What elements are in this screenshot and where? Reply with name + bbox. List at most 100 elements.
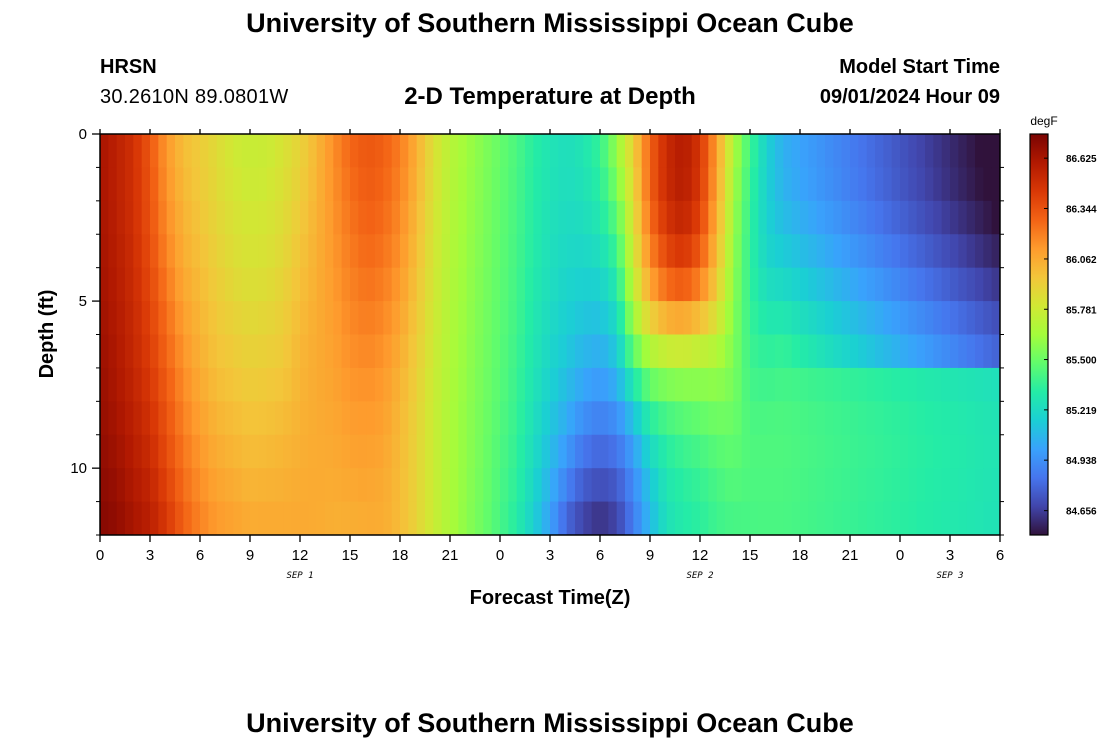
heatmap-cell [416, 167, 426, 202]
heatmap-cell [758, 434, 768, 469]
heatmap-cell [700, 501, 709, 535]
heatmap-cell [383, 200, 393, 235]
heatmap-cell [858, 401, 868, 436]
heatmap-cell [325, 234, 334, 269]
heatmap-cell [975, 401, 984, 436]
heatmap-cell [141, 334, 151, 369]
heatmap-cell [300, 267, 309, 302]
heatmap-cell [675, 501, 684, 535]
heatmap-cell [316, 501, 326, 535]
heatmap-cell [266, 367, 276, 402]
heatmap-cell [466, 334, 476, 369]
heatmap-cell [975, 167, 984, 202]
heatmap-cell [383, 334, 393, 369]
heatmap-cell [808, 267, 818, 302]
heatmap-cell [175, 167, 184, 202]
heatmap-cell [400, 267, 409, 302]
heatmap-cell [208, 267, 218, 302]
heatmap-cell [183, 434, 193, 469]
heatmap-cell [733, 167, 743, 202]
heatmap-cell [650, 301, 659, 336]
heatmap-cell [575, 134, 584, 169]
heatmap-cell [508, 367, 518, 402]
heatmap-cell [516, 367, 526, 402]
x-tick-label: 15 [342, 547, 359, 564]
heatmap-cell [383, 501, 393, 535]
heatmap-cell [575, 167, 584, 202]
heatmap-cell [825, 401, 834, 436]
heatmap-cell [183, 301, 193, 336]
heatmap-cell [741, 501, 751, 535]
heatmap-cell [991, 301, 1000, 336]
heatmap-cell [266, 501, 276, 535]
heatmap-cell [783, 401, 793, 436]
heatmap-cell [208, 468, 218, 503]
heatmap-cell [900, 301, 909, 336]
heatmap-cell [133, 334, 143, 369]
heatmap-cell [483, 334, 493, 369]
heatmap-cell [741, 234, 751, 269]
heatmap-cell [208, 134, 218, 169]
heatmap-cell [991, 367, 1000, 402]
heatmap-cell [216, 134, 226, 169]
heatmap-cell [733, 334, 743, 369]
heatmap-cell [183, 267, 193, 302]
heatmap-cell [725, 134, 734, 169]
heatmap-cell [850, 501, 859, 535]
heatmap-cell [125, 234, 134, 269]
heatmap-cell [625, 267, 634, 302]
heatmap-cell [875, 334, 884, 369]
heatmap-cell [275, 267, 284, 302]
heatmap-cell [358, 134, 368, 169]
heatmap-cell [325, 301, 334, 336]
heatmap-cell [683, 167, 693, 202]
heatmap-cell [975, 200, 984, 235]
heatmap-cell [158, 434, 168, 469]
heatmap-cell [683, 134, 693, 169]
heatmap-cell [108, 468, 118, 503]
heatmap-cell [141, 301, 151, 336]
heatmap-cell [508, 501, 518, 535]
heatmap-cell [741, 167, 751, 202]
heatmap-cell [600, 234, 609, 269]
heatmap-cell [933, 501, 943, 535]
heatmap-cell [858, 234, 868, 269]
heatmap-cell [658, 334, 668, 369]
heatmap-cell [783, 267, 793, 302]
heatmap-cell [383, 468, 393, 503]
heatmap-cell [383, 401, 393, 436]
heatmap-cell [500, 468, 509, 503]
x-axis: 0 3 6 9 12 15 18 21 0 3 6 9 12 15 18 21 0 3 6 SEP 1 SEP 2 SEP… [96, 129, 1004, 581]
heatmap-cell [425, 234, 434, 269]
heatmap-cell [591, 301, 601, 336]
heatmap-cell [500, 367, 509, 402]
heatmap-cell [650, 401, 659, 436]
heatmap-cell [808, 200, 818, 235]
heatmap-cell [983, 234, 993, 269]
heatmap-cell [191, 468, 201, 503]
x-date-label: SEP 3 [936, 571, 963, 581]
heatmap-cell [716, 468, 726, 503]
heatmap-cell [458, 134, 468, 169]
heatmap-cell [741, 434, 751, 469]
heatmap-cell [658, 167, 668, 202]
heatmap-cell [725, 367, 734, 402]
heatmap-cell [116, 501, 126, 535]
heatmap-cell [108, 267, 118, 302]
heatmap-cell [400, 334, 409, 369]
heatmap-cell [658, 468, 668, 503]
heatmap-cell [750, 167, 759, 202]
heatmap-cell [641, 434, 651, 469]
heatmap-cell [691, 200, 701, 235]
heatmap-cell [375, 434, 384, 469]
heatmap-cell [958, 167, 968, 202]
heatmap-cell [491, 367, 501, 402]
heatmap-cell [500, 501, 509, 535]
heatmap-cell [700, 367, 709, 402]
heatmap-cell [708, 501, 718, 535]
heatmap-cell [633, 501, 643, 535]
heatmap-cell [350, 334, 359, 369]
heatmap-cell [550, 234, 559, 269]
heatmap-cell [150, 401, 159, 436]
heatmap-cell [841, 367, 851, 402]
